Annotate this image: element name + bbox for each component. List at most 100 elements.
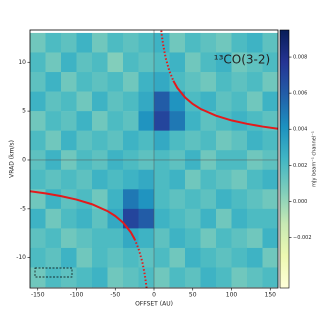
heat-cell — [61, 72, 77, 92]
heat-cell — [138, 130, 155, 151]
heat-cell — [76, 52, 93, 73]
heatmap — [30, 30, 278, 288]
heat-cell — [154, 52, 170, 73]
heat-cell — [107, 267, 124, 288]
heat-cell — [138, 267, 155, 288]
heat-cell — [216, 52, 232, 73]
heat-cell — [45, 111, 62, 131]
heat-cell — [138, 72, 155, 92]
x-tick-label: 50 — [189, 292, 197, 299]
colorbar-tick-label: 0.002 — [293, 163, 307, 169]
heat-cell — [231, 130, 248, 151]
heat-cell — [92, 228, 108, 249]
x-tick-label: -150 — [31, 292, 45, 299]
heat-cell — [154, 247, 170, 268]
curves — [30, 30, 278, 288]
heat-cell — [169, 208, 186, 229]
model-curve — [133, 238, 148, 288]
heat-cell — [247, 189, 263, 210]
heat-cell — [154, 189, 170, 210]
heat-cell — [45, 52, 62, 73]
heat-cell — [169, 91, 186, 112]
heat-cell — [169, 32, 186, 53]
heat-cell — [262, 169, 278, 190]
heat-cell — [169, 247, 186, 268]
heat-cell — [185, 130, 201, 151]
x-tick-label: -100 — [70, 292, 84, 299]
heat-cell — [216, 169, 232, 190]
heat-cell — [107, 189, 124, 210]
heat-cell — [123, 267, 139, 288]
heat-cell — [92, 130, 108, 151]
heat-cell — [247, 267, 263, 288]
heat-cell — [154, 72, 170, 92]
heat-cell — [200, 169, 217, 190]
heat-cell — [107, 32, 124, 53]
heat-cell — [247, 247, 263, 268]
heat-cell — [92, 52, 108, 73]
plot-frame — [29, 29, 279, 289]
heat-cell — [216, 111, 232, 131]
heat-cell — [45, 228, 62, 249]
x-tick-label: 150 — [265, 292, 277, 299]
heat-cell — [76, 247, 93, 268]
heat-cell — [154, 267, 170, 288]
heat-cell — [154, 91, 170, 112]
heat-cell — [262, 52, 278, 73]
heat-cell — [200, 130, 217, 151]
heat-cell — [200, 52, 217, 73]
heat-cell — [154, 130, 170, 151]
heat-cell — [45, 72, 62, 92]
heat-cell — [76, 91, 93, 112]
heat-cell — [231, 208, 248, 229]
model-curve — [30, 190, 136, 240]
heat-cell — [92, 208, 108, 229]
heat-cell — [262, 267, 278, 288]
heat-cell — [200, 228, 217, 249]
heat-cell — [61, 228, 77, 249]
heat-cell — [231, 91, 248, 112]
colorbar-tick-label: 0.006 — [293, 91, 307, 97]
heat-cell — [76, 32, 93, 53]
heat-cell — [123, 169, 139, 190]
chart-title: ¹³CO(3-2) — [214, 53, 270, 67]
heat-cell — [61, 130, 77, 151]
heat-cell — [231, 111, 248, 131]
heat-cell — [123, 52, 139, 73]
heat-cell — [76, 208, 93, 229]
heat-cell — [107, 111, 124, 131]
y-tick-label: 0 — [22, 156, 26, 163]
heat-cell — [123, 208, 139, 229]
heat-cell — [61, 52, 77, 73]
heat-cell — [61, 111, 77, 131]
x-tick-label: -50 — [110, 292, 120, 299]
heat-cell — [185, 72, 201, 92]
heat-cell — [92, 72, 108, 92]
x-tick-label: 100 — [226, 292, 238, 299]
heat-cell — [231, 32, 248, 53]
y-tick-label: -5 — [20, 205, 26, 212]
heat-cell — [107, 169, 124, 190]
heat-cell — [247, 32, 263, 53]
heat-cell — [92, 169, 108, 190]
heat-cell — [30, 228, 46, 249]
heat-cell — [30, 32, 46, 53]
heat-cell — [61, 189, 77, 210]
heat-cell — [123, 72, 139, 92]
heat-cell — [262, 111, 278, 131]
heat-cell — [30, 189, 46, 210]
y-tick-label: -10 — [16, 254, 26, 261]
heat-cell — [45, 247, 62, 268]
heat-cell — [216, 130, 232, 151]
heat-cell — [216, 208, 232, 229]
heat-cell — [61, 247, 77, 268]
heat-cell — [61, 32, 77, 53]
heat-cell — [169, 267, 186, 288]
heat-cell — [30, 208, 46, 229]
heat-cell — [30, 91, 46, 112]
heat-cell — [216, 189, 232, 210]
heat-cell — [45, 267, 62, 288]
heat-cell — [247, 111, 263, 131]
heat-cell — [45, 208, 62, 229]
